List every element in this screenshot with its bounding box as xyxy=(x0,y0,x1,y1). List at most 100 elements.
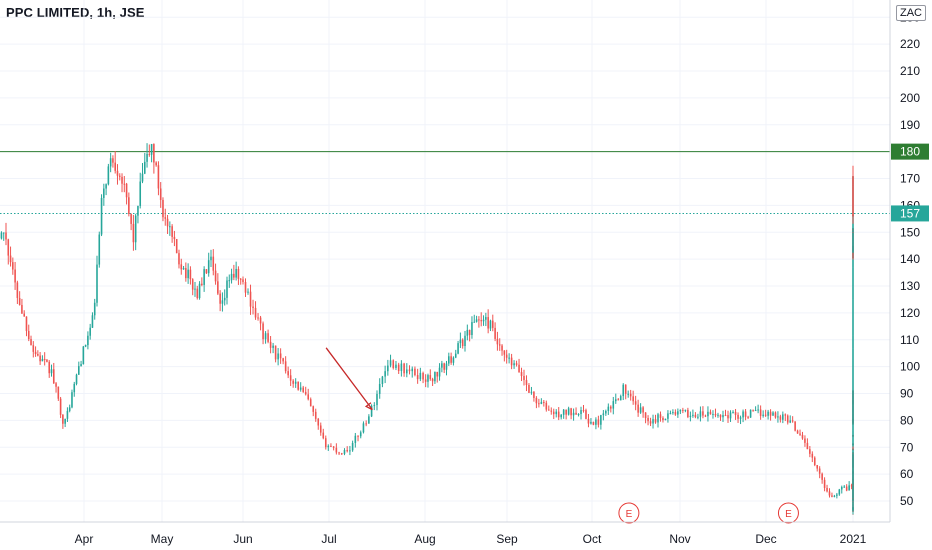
candle-body xyxy=(699,411,702,417)
candle-body xyxy=(134,215,137,243)
candle-body xyxy=(850,485,853,487)
candle-body xyxy=(422,372,424,380)
candle-body xyxy=(852,462,854,468)
candle-body xyxy=(30,339,32,346)
y-tick-label: 60 xyxy=(900,467,914,481)
candle-body xyxy=(510,357,513,366)
earnings-marker-label: E xyxy=(785,509,792,520)
candle-body xyxy=(852,491,854,496)
candle-body xyxy=(14,269,16,283)
candle-body xyxy=(560,414,562,418)
candle-body xyxy=(289,375,292,381)
candle-body xyxy=(796,430,799,434)
candle-body xyxy=(349,450,351,452)
candle-body xyxy=(791,420,794,422)
candle-body xyxy=(429,375,432,379)
horizontal-levels xyxy=(0,151,890,214)
candle-body xyxy=(21,304,23,314)
y-tick-label: 70 xyxy=(900,440,914,454)
candle-body xyxy=(37,354,39,356)
candle-body xyxy=(205,269,208,274)
candle-body xyxy=(742,411,744,418)
currency-badge[interactable]: ZAC xyxy=(896,5,926,21)
candle-body xyxy=(164,217,167,219)
candle-body xyxy=(2,232,5,234)
candle-body xyxy=(784,414,787,416)
candle-body xyxy=(464,335,466,347)
candle-body xyxy=(489,320,492,329)
y-tick-label: 200 xyxy=(900,91,920,105)
candle-body xyxy=(359,432,362,437)
candle-body xyxy=(252,306,254,308)
candle-body xyxy=(153,144,155,163)
candle-body xyxy=(836,494,838,496)
candle-body xyxy=(171,226,173,237)
candle-body xyxy=(389,360,392,366)
candle-body xyxy=(434,371,436,382)
candle-body xyxy=(39,355,41,362)
candle-body xyxy=(454,353,457,358)
candle-body xyxy=(78,366,80,375)
candle-body xyxy=(330,445,332,447)
candle-body xyxy=(852,360,854,368)
candle-body xyxy=(324,438,327,448)
candle-body xyxy=(146,153,148,162)
candle-body xyxy=(684,409,687,411)
candle-body xyxy=(818,468,821,474)
candle-body xyxy=(378,384,381,394)
candle-body xyxy=(443,363,445,370)
price-badge-label: 180 xyxy=(900,145,920,159)
candle-body xyxy=(764,414,767,416)
candle-body xyxy=(535,397,538,404)
candle-body xyxy=(637,404,639,413)
candle-body xyxy=(237,268,240,279)
candle-body xyxy=(274,345,277,360)
candle-body xyxy=(513,363,515,366)
candle-body xyxy=(852,229,854,245)
candle-body xyxy=(194,288,196,290)
candle-body xyxy=(852,208,854,217)
candle-body xyxy=(408,369,411,372)
candle-body xyxy=(89,327,91,336)
candle-body xyxy=(411,368,414,372)
candle-body xyxy=(828,491,831,496)
price-badge-180 xyxy=(891,143,929,160)
candle-body xyxy=(368,416,370,424)
candle-body xyxy=(629,393,632,397)
candle-body xyxy=(786,415,789,423)
candle-body xyxy=(677,411,679,415)
candle-body xyxy=(794,421,796,431)
candle-body xyxy=(226,280,228,298)
candle-body xyxy=(445,363,448,370)
candle-body xyxy=(292,380,294,384)
candle-body xyxy=(279,353,282,359)
price-badge-157 xyxy=(891,205,929,222)
candle-body xyxy=(821,473,823,480)
candle-body xyxy=(362,423,365,433)
candle-body xyxy=(198,283,201,299)
candle-body xyxy=(48,361,51,374)
candle-body xyxy=(335,447,338,453)
candle-body xyxy=(528,384,530,393)
candle-body xyxy=(109,158,112,167)
candle-body xyxy=(592,422,595,425)
candle-body xyxy=(214,270,217,282)
time-axis: Apr May Jun Jul Aug Sep Oct Nov Dec 2021 xyxy=(75,532,867,546)
candle-body xyxy=(143,161,146,174)
candle-body xyxy=(376,393,378,406)
candle-body xyxy=(27,330,30,340)
candle-body xyxy=(806,442,809,450)
candle-body xyxy=(702,411,704,416)
candle-body xyxy=(475,319,478,322)
candle-body xyxy=(772,412,774,416)
y-tick-label: 140 xyxy=(900,252,920,266)
candle-body xyxy=(587,418,590,424)
candle-body xyxy=(244,282,247,293)
candle-body xyxy=(767,411,769,416)
candle-body xyxy=(545,402,548,410)
candle-body xyxy=(597,419,600,425)
candle-body xyxy=(400,363,403,371)
candle-body xyxy=(228,280,231,282)
candle-body xyxy=(427,375,429,382)
